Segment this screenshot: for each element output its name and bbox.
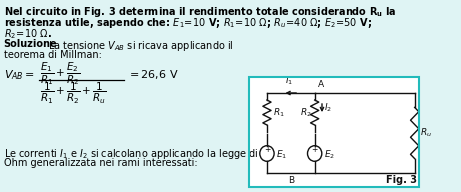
Text: $\mathit{R}_2\!=\!10\ \Omega$.: $\mathit{R}_2\!=\!10\ \Omega$. [4, 27, 52, 41]
Text: Le correnti $I_1$ e $I_2$ si calcolano applicando la legge di: Le correnti $I_1$ e $I_2$ si calcolano a… [4, 147, 258, 161]
Text: Nel circuito in Fig. 3 determina il rendimento totale considerando $\mathbf{R_u}: Nel circuito in Fig. 3 determina il rend… [4, 5, 396, 19]
Text: +: + [264, 145, 270, 154]
Text: $=26{,}6\ \mathrm{V}$: $=26{,}6\ \mathrm{V}$ [127, 68, 178, 81]
Text: $R_2$: $R_2$ [300, 106, 312, 119]
Text: +: + [312, 145, 318, 154]
Text: La tensione $V_{AB}$ si ricava applicando il: La tensione $V_{AB}$ si ricava applicand… [47, 39, 233, 53]
Text: $\dfrac{1}{R_1}+\dfrac{1}{R_2}+\dfrac{1}{R_u}$: $\dfrac{1}{R_1}+\dfrac{1}{R_2}+\dfrac{1}… [41, 81, 107, 106]
Bar [248, 77, 419, 187]
Text: $E_1$: $E_1$ [276, 149, 287, 161]
Text: $E_2$: $E_2$ [324, 149, 335, 161]
Text: $\dfrac{E_1}{R_1}+\dfrac{E_2}{R_2}$: $\dfrac{E_1}{R_1}+\dfrac{E_2}{R_2}$ [41, 60, 81, 87]
Text: Ohm generalizzata nei rami interessati:: Ohm generalizzata nei rami interessati: [4, 158, 197, 168]
Text: $R_1$: $R_1$ [273, 106, 285, 119]
Text: resistenza utile, sapendo che: $\mathit{E}_1\!=\!10$ V; $\mathit{R}_1\!=\!10\ \O: resistenza utile, sapendo che: $\mathit{… [4, 16, 372, 30]
Text: A: A [319, 80, 325, 89]
Text: $R_u$: $R_u$ [420, 127, 432, 139]
Text: Fig. 3: Fig. 3 [386, 175, 417, 185]
Text: $I_1$: $I_1$ [285, 74, 293, 87]
Text: Soluzione: Soluzione [4, 39, 57, 49]
Text: B: B [288, 176, 294, 185]
Text: $I_2$: $I_2$ [324, 102, 332, 114]
Text: teorema di Millman:: teorema di Millman: [4, 50, 101, 60]
Text: $V_{AB}=$: $V_{AB}=$ [4, 68, 35, 82]
